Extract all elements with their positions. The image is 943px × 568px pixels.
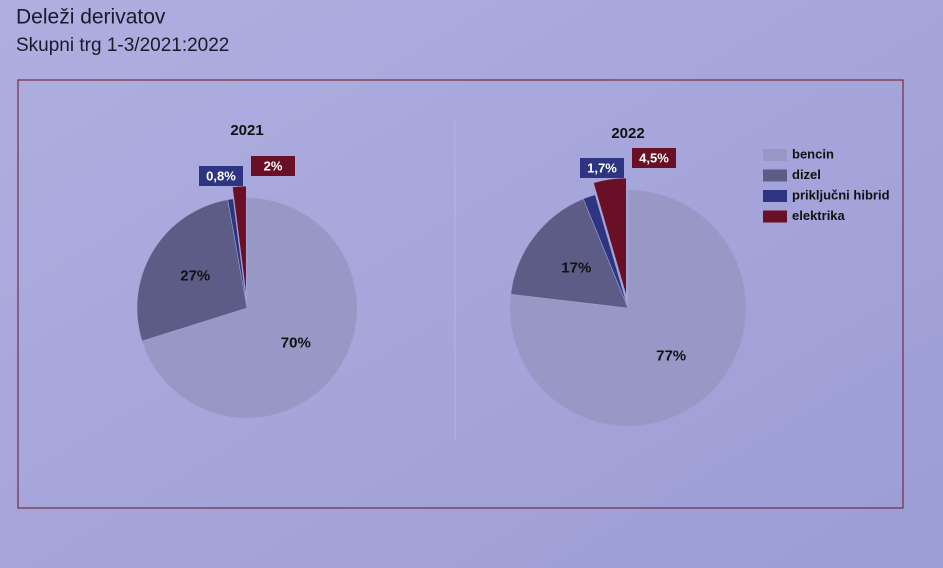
pie-slice	[141, 197, 358, 419]
value-label-box	[251, 156, 295, 176]
value-label: 70%	[281, 335, 311, 352]
value-label-box	[199, 166, 243, 186]
value-label-box	[580, 158, 624, 178]
legend-label: elektrika	[792, 208, 846, 223]
legend-swatch	[763, 169, 787, 182]
pie-slice	[593, 177, 627, 297]
legend-label: dizel	[792, 167, 821, 182]
chart-title: 2022	[611, 125, 644, 142]
slide-subtitle: Skupni trg 1-3/2021:2022	[16, 35, 229, 56]
value-label: 17%	[561, 260, 591, 277]
legend-label: bencin	[792, 146, 834, 161]
pie-slice	[510, 198, 629, 309]
value-label: 1,7%	[587, 160, 617, 175]
value-label: 0,8%	[206, 168, 236, 183]
value-label: 27%	[180, 268, 210, 285]
legend-swatch	[763, 210, 787, 223]
pie-slice	[227, 198, 248, 309]
pie-slice	[582, 194, 629, 309]
chart-title: 2021	[230, 122, 263, 139]
value-label: 4,5%	[639, 150, 669, 165]
value-label: 2%	[264, 158, 283, 173]
value-label-box	[632, 148, 676, 168]
value-label: 77%	[656, 347, 686, 364]
chart-frame	[17, 79, 904, 509]
legend-label: priključni hibrid	[792, 187, 890, 202]
slide-title: Deleži derivatov	[16, 6, 166, 29]
pie-slice	[136, 199, 248, 342]
pie-slice	[232, 185, 247, 297]
legend-swatch	[763, 149, 787, 161]
legend-swatch	[763, 190, 787, 202]
